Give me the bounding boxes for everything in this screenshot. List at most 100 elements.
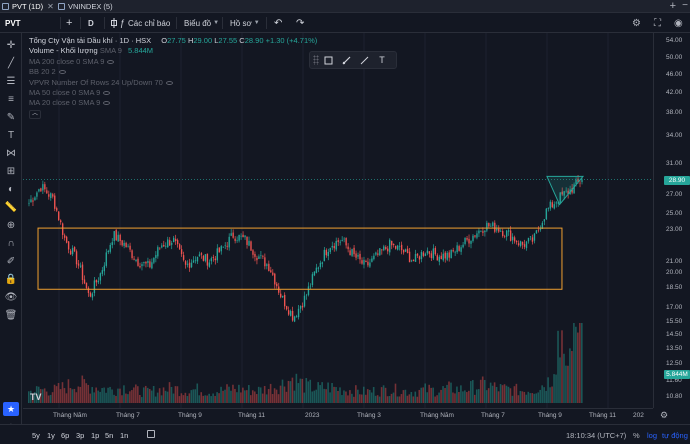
snapshot-camera-icon[interactable]: ◉ [674, 17, 683, 29]
log-scale-button[interactable]: log [647, 431, 658, 440]
watchlist-star-icon[interactable]: ★ [3, 402, 19, 416]
text-tool-icon[interactable]: T [379, 55, 385, 65]
hidden-eye-icon[interactable] [165, 80, 173, 85]
interval-button[interactable]: D [88, 18, 94, 28]
candle-body [462, 244, 464, 248]
fib-retracement-icon[interactable]: ≡ [8, 93, 14, 105]
indicator-legend[interactable]: MA 200 close 0 SMA 9 [29, 57, 317, 67]
hidden-eye-icon[interactable] [107, 59, 115, 64]
volume-bar [335, 387, 337, 403]
candle-body [369, 262, 371, 267]
candle-body [274, 273, 276, 285]
go-to-date-calendar-icon[interactable] [147, 430, 155, 438]
candle-body [266, 264, 268, 266]
compare-symbol-button[interactable]: + [66, 17, 73, 29]
prediction-tool-icon[interactable]: ⊞ [6, 165, 16, 177]
volume-bar [567, 365, 569, 403]
candle-body [83, 279, 86, 284]
volume-bar [156, 392, 159, 403]
redo-button[interactable]: ↷ [296, 17, 305, 29]
time-axis[interactable]: Tháng Năm Tháng 7 Tháng 9 Tháng 11 2023 Tháng… [23, 408, 653, 422]
volume-bar [255, 394, 258, 403]
trash-icon[interactable]: 🗑 [4, 309, 18, 321]
hidden-eye-icon[interactable] [103, 90, 111, 95]
candle-body [123, 242, 125, 246]
range-5y-button[interactable]: 5y [32, 431, 40, 440]
candle-body [545, 208, 548, 220]
indicator-legend[interactable]: MA 20 close 0 SMA 9 [29, 98, 317, 108]
range-1p-button[interactable]: 1p [91, 431, 100, 440]
undo-button[interactable]: ↶ [274, 17, 283, 29]
settings-gear-icon[interactable]: ⚙ [632, 17, 641, 29]
line-tool-icon[interactable] [355, 52, 373, 68]
range-3p-button[interactable]: 3p [76, 431, 85, 440]
volume-bar [366, 389, 369, 403]
tab-pvt[interactable]: PVT (1D) ✕ [2, 0, 54, 13]
range-1y-button[interactable]: 1y [47, 431, 55, 440]
drag-handle-icon[interactable] [313, 55, 319, 65]
minimize-button[interactable]: − [682, 0, 688, 11]
indicator-legend[interactable]: BB 20 2 [29, 67, 317, 77]
close-tab-icon[interactable]: ✕ [47, 2, 54, 11]
fullscreen-icon[interactable]: ⛶ [654, 17, 661, 29]
indicator-legend[interactable]: MA 50 close 0 SMA 9 [29, 88, 317, 98]
volume-bar [541, 385, 543, 403]
hide-eye-icon[interactable]: 👁 [4, 291, 18, 303]
candle-type-icon[interactable] [110, 13, 118, 33]
candle-body [347, 246, 349, 250]
ruler-icon[interactable]: 📏 [4, 201, 18, 213]
volume-bar [513, 386, 516, 403]
lock-icon[interactable]: 🔒 [4, 273, 18, 285]
volume-bar [65, 393, 68, 403]
crosshair-icon[interactable]: ✛ [6, 39, 16, 51]
range-1n-button[interactable]: 1n [120, 431, 129, 440]
candle-body [133, 258, 135, 260]
range-6p-button[interactable]: 6p [61, 431, 70, 440]
price-chart[interactable] [23, 33, 653, 408]
percent-scale-button[interactable]: % [633, 431, 640, 440]
magnet-icon[interactable]: ∩ [7, 237, 15, 249]
tab-vnindex[interactable]: VNINDEX (5) [58, 0, 113, 13]
rectangle-tool-icon[interactable] [319, 52, 337, 68]
axis-settings-icon[interactable]: ⚙ [660, 410, 669, 420]
horizontal-lines-icon[interactable]: ☰ [6, 75, 16, 87]
candle-body [109, 244, 111, 252]
indicator-legend[interactable]: VPVR Number Of Rows 24 Up/Down 70 [29, 78, 317, 88]
symbol-search-button[interactable]: PVT [5, 18, 21, 28]
candle-body [573, 184, 575, 194]
chevron-down-icon: ▼ [253, 20, 260, 26]
auto-scale-button[interactable]: tự động [662, 431, 688, 440]
candle-body [571, 188, 573, 193]
range-5n-button[interactable]: 5n [105, 431, 114, 440]
volume-bar [398, 396, 401, 403]
candle-body [426, 250, 429, 254]
volume-bar [464, 390, 466, 403]
layout-button[interactable]: Biểu đồ ▼ [184, 13, 219, 33]
templates-button[interactable]: Hồ sơ ▼ [230, 13, 260, 33]
floating-drawing-toolbar[interactable]: T [309, 51, 397, 69]
price-axis[interactable]: 54.00 50.00 46.00 42.00 38.00 34.00 31.00 27.00… [653, 33, 690, 408]
candle-body [357, 255, 359, 257]
volume-bar [77, 386, 80, 403]
candle-body [172, 237, 175, 243]
volume-bar [515, 383, 518, 403]
brush-icon[interactable]: ✎ [6, 111, 16, 123]
candle-body [297, 308, 300, 318]
volume-bar [123, 385, 125, 403]
add-tab-button[interactable]: + [669, 0, 676, 12]
price-tick-label: 34.00 [666, 132, 683, 139]
text-tool-icon[interactable]: T [7, 129, 15, 141]
trend-line-icon[interactable]: ╱ [7, 57, 15, 69]
stay-drawing-icon[interactable]: ✐ [6, 255, 16, 267]
pattern-tool-icon[interactable]: ⋈ [6, 147, 16, 159]
volume-bar [144, 385, 147, 403]
hidden-eye-icon[interactable] [58, 70, 66, 75]
shapes-icon[interactable]: ◐ [7, 183, 15, 195]
zoom-in-icon[interactable]: ⊕ [6, 219, 16, 231]
brush-tool-icon[interactable] [337, 52, 355, 68]
candle-body [101, 270, 104, 274]
hidden-eye-icon[interactable] [103, 101, 111, 106]
collapse-legend-button[interactable]: ︿ [29, 109, 41, 119]
clock-time[interactable]: 18:10:34 (UTC+7) [566, 431, 627, 440]
indicators-button[interactable]: ƒ Các chỉ báo [120, 13, 170, 33]
